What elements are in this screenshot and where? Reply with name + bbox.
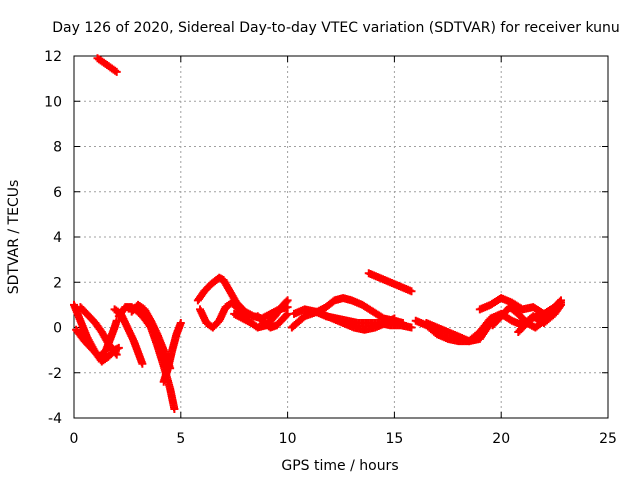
- x-tick-label: 25: [599, 431, 617, 447]
- grid-lines: [74, 56, 608, 418]
- y-tick-label: 10: [44, 94, 62, 110]
- data-point: [283, 296, 292, 305]
- series-track-8: [93, 54, 121, 76]
- data-point: [138, 359, 147, 368]
- data-points: [70, 54, 566, 413]
- data-point: [112, 67, 121, 76]
- y-tick-label: 0: [53, 321, 62, 337]
- y-tick-label: 2: [53, 275, 62, 291]
- data-point: [407, 287, 416, 296]
- x-tick-label: 5: [176, 431, 185, 447]
- series-track-10: [196, 298, 256, 332]
- series-track-4: [110, 305, 147, 368]
- data-point: [538, 315, 547, 324]
- series-track-12: [253, 309, 292, 332]
- x-tick-label: 10: [279, 431, 297, 447]
- data-point: [557, 296, 566, 305]
- series-track-20: [488, 296, 566, 332]
- y-tick-label: 6: [53, 185, 62, 201]
- data-point: [282, 311, 291, 320]
- series-track-7: [159, 318, 185, 386]
- data-point: [176, 318, 185, 327]
- x-tick-label: 15: [385, 431, 403, 447]
- data-point: [555, 297, 564, 306]
- y-axis-label: SDTVAR / TECUs: [6, 180, 22, 295]
- y-tick-label: -2: [48, 366, 62, 382]
- series-track-21: [514, 312, 548, 337]
- data-point: [112, 350, 121, 359]
- data-point: [170, 404, 179, 413]
- y-tick-label: 8: [53, 140, 62, 156]
- x-tick-label: 0: [70, 431, 79, 447]
- data-point: [114, 343, 123, 352]
- x-axis-label: GPS time / hours: [281, 458, 398, 474]
- data-point: [390, 314, 399, 323]
- data-point: [539, 316, 548, 325]
- series-track-3: [76, 303, 121, 359]
- x-tick-label: 20: [492, 431, 510, 447]
- axis-ticks: [73, 55, 609, 419]
- chart-title: Day 126 of 2020, Sidereal Day-to-day VTE…: [52, 20, 620, 36]
- data-point: [407, 323, 416, 332]
- series-track-2: [72, 316, 121, 361]
- data-point: [112, 316, 121, 325]
- data-point: [111, 349, 120, 358]
- series-track-18: [422, 318, 495, 346]
- series-track-15: [317, 309, 399, 334]
- y-tick-label: -4: [48, 411, 62, 427]
- series-track-11: [230, 296, 292, 332]
- x-tick-labels: 0 5 10 15 20 25: [70, 431, 617, 447]
- y-tick-labels: -4 -2 0 2 4 6 8 10 12: [44, 49, 62, 427]
- data-point: [111, 66, 120, 75]
- y-tick-label: 12: [44, 49, 62, 65]
- series-track-16: [364, 269, 416, 296]
- y-tick-label: 4: [53, 230, 62, 246]
- data-point: [282, 297, 291, 306]
